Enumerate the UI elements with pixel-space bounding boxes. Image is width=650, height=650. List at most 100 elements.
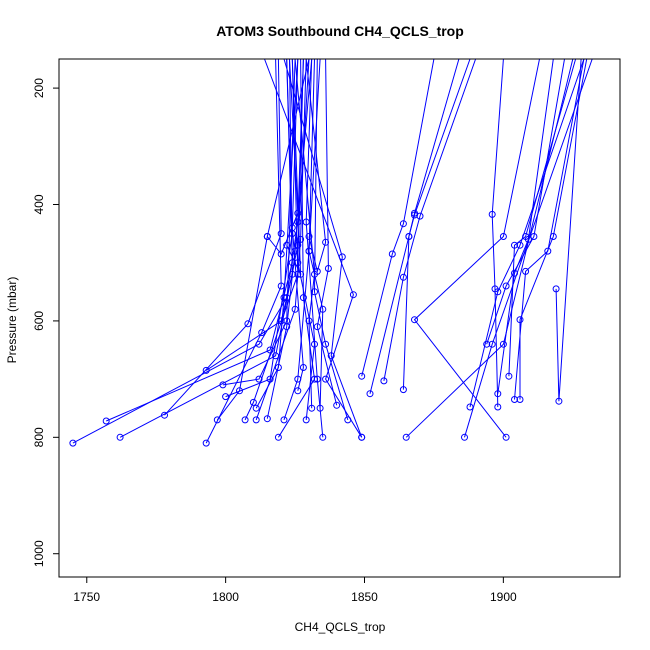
profile-line bbox=[216, 59, 310, 421]
profile-series bbox=[511, 59, 585, 403]
profile-series bbox=[283, 59, 305, 278]
data-point bbox=[483, 340, 491, 348]
profile-line bbox=[264, 59, 363, 438]
data-point bbox=[322, 238, 330, 246]
profile-line bbox=[305, 59, 324, 438]
profile-line bbox=[383, 59, 477, 381]
data-point bbox=[69, 439, 77, 447]
profile-line bbox=[361, 59, 435, 377]
data-point bbox=[399, 220, 407, 228]
data-point bbox=[511, 241, 518, 249]
data-point bbox=[277, 250, 285, 258]
x-axis: 1750 1800 1850 1900 bbox=[73, 576, 517, 604]
data-point bbox=[494, 403, 502, 411]
data-point bbox=[402, 433, 410, 441]
profile-line bbox=[519, 59, 588, 400]
chart-title: ATOM3 Southbound CH4_QCLS_trop bbox=[216, 23, 464, 39]
profile-line bbox=[508, 59, 577, 377]
profile-series bbox=[311, 59, 352, 424]
data-point bbox=[299, 294, 307, 302]
profile-line bbox=[283, 59, 315, 421]
profile-series bbox=[222, 59, 296, 401]
data-point bbox=[305, 317, 313, 325]
data-point bbox=[288, 224, 296, 232]
data-point bbox=[302, 218, 310, 226]
plot-frame bbox=[58, 58, 621, 578]
data-point bbox=[494, 390, 502, 398]
profile-line bbox=[514, 59, 585, 400]
y-tick-label: 200 bbox=[32, 78, 46, 98]
profile-line bbox=[402, 59, 471, 390]
data-point bbox=[358, 433, 366, 441]
data-point bbox=[277, 230, 285, 238]
data-point bbox=[311, 288, 318, 296]
profile-series bbox=[399, 59, 471, 394]
data-point bbox=[358, 372, 366, 380]
x-tick-label: 1900 bbox=[490, 590, 517, 604]
data-point bbox=[399, 273, 407, 281]
data-point bbox=[202, 366, 210, 374]
data-point bbox=[324, 265, 332, 272]
data-point bbox=[222, 393, 230, 401]
profile-line bbox=[497, 59, 554, 394]
data-point bbox=[333, 401, 341, 409]
data-point bbox=[549, 233, 557, 240]
data-point bbox=[283, 323, 291, 331]
data-point bbox=[308, 404, 316, 412]
profile-series bbox=[358, 59, 435, 380]
profile-line bbox=[486, 59, 565, 345]
data-point bbox=[294, 387, 302, 395]
data-point bbox=[366, 390, 374, 398]
data-point bbox=[202, 439, 210, 447]
profile-series bbox=[305, 59, 330, 275]
plot-area bbox=[69, 59, 593, 447]
profile-series bbox=[402, 59, 574, 441]
data-point bbox=[313, 375, 321, 383]
profile-series bbox=[505, 59, 577, 380]
data-point bbox=[305, 233, 313, 240]
data-point bbox=[499, 340, 507, 348]
x-tick-label: 1800 bbox=[212, 590, 239, 604]
profile-line bbox=[316, 59, 338, 406]
y-tick-label: 400 bbox=[32, 194, 46, 214]
data-point bbox=[411, 211, 418, 219]
x-axis-label: CH4_QCLS_trop bbox=[295, 620, 386, 634]
data-point bbox=[258, 329, 266, 337]
data-point bbox=[322, 375, 330, 383]
profile-line bbox=[291, 59, 304, 391]
data-point bbox=[505, 372, 513, 380]
data-point bbox=[516, 396, 524, 403]
data-point bbox=[241, 416, 249, 424]
data-point bbox=[511, 269, 518, 277]
data-point bbox=[102, 417, 110, 425]
data-point bbox=[297, 235, 305, 243]
profile-line bbox=[286, 59, 302, 275]
profile-line bbox=[164, 59, 282, 416]
profile-line bbox=[405, 59, 574, 438]
y-tick-label: 800 bbox=[32, 427, 46, 447]
data-point bbox=[380, 377, 388, 385]
data-point bbox=[327, 352, 335, 360]
profile-series bbox=[161, 59, 285, 419]
profile-line bbox=[491, 59, 504, 408]
profile-line bbox=[555, 59, 582, 402]
profile-series bbox=[313, 59, 341, 409]
profile-line bbox=[464, 59, 593, 438]
data-point bbox=[280, 416, 288, 424]
profile-line bbox=[297, 59, 316, 420]
data-point bbox=[236, 387, 243, 395]
profile-series bbox=[302, 59, 327, 441]
data-point bbox=[411, 316, 418, 324]
profile-line bbox=[283, 59, 363, 438]
data-point bbox=[530, 233, 538, 240]
data-point bbox=[116, 433, 124, 441]
data-point bbox=[263, 233, 271, 240]
profile-series bbox=[552, 59, 582, 405]
profile-series bbox=[69, 59, 304, 447]
profile-series bbox=[466, 59, 585, 411]
y-axis-label: Pressure (mbar) bbox=[5, 277, 19, 364]
profile-line bbox=[313, 59, 349, 421]
data-point bbox=[291, 305, 299, 313]
profile-series bbox=[288, 59, 307, 395]
data-point bbox=[405, 233, 413, 240]
